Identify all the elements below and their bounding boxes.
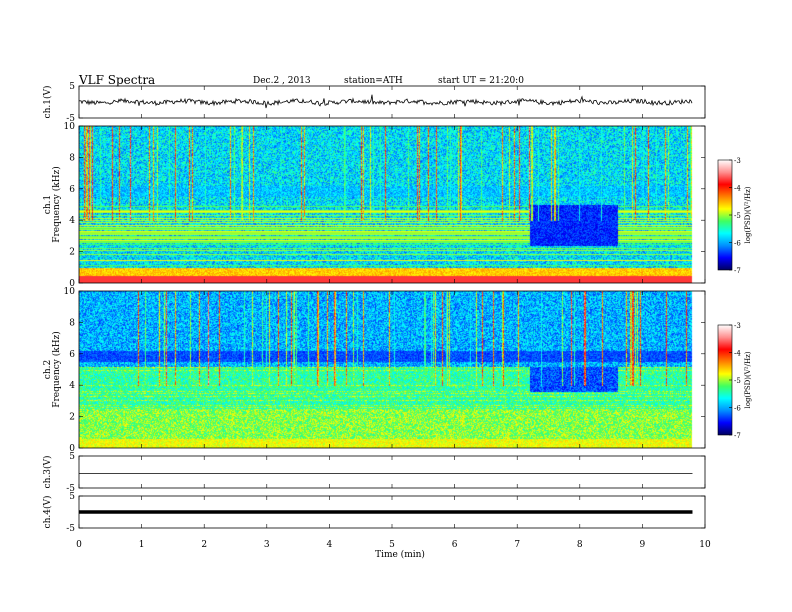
xtick-label: 10: [699, 540, 711, 550]
station-label: station=ATH: [344, 76, 403, 86]
ytick-label: 5: [69, 452, 75, 462]
colorbar-tick-label: -4: [734, 185, 741, 193]
ytick-label: 2: [69, 248, 75, 258]
xtick-label: 9: [640, 540, 646, 550]
ytick-label: 4: [69, 216, 75, 226]
colorbar-tick-label: -6: [734, 240, 741, 248]
colorbar-tick-label: -7: [734, 267, 741, 275]
ch1-waveform: [78, 94, 693, 109]
panel-ylabel-4: ch.3(V): [42, 456, 53, 489]
xtick-label: 0: [76, 540, 82, 550]
panel-ylabel-2: ch.1: [43, 195, 53, 214]
ytick-label: 0: [69, 279, 75, 289]
ytick-label: 8: [69, 318, 75, 328]
xtick-label: 4: [327, 540, 333, 550]
colorbar-tick-label: -7: [734, 432, 741, 440]
panel-ylabel-5: ch.4(V): [42, 496, 53, 529]
ytick-label: 5: [69, 82, 75, 92]
colorbar-tick-label: -6: [734, 405, 741, 413]
ytick-label: 6: [69, 350, 75, 360]
xtick-label: 6: [452, 540, 458, 550]
x-axis-label: Time (min): [375, 549, 425, 560]
xtick-label: 1: [139, 540, 145, 550]
ytick-label: 4: [69, 381, 75, 391]
ch1-spectrogram: [79, 126, 705, 283]
ytick-label: 10: [64, 287, 76, 297]
ytick-label: 2: [69, 413, 75, 423]
colorbar-tick-label: -5: [734, 377, 741, 385]
xtick-label: 3: [264, 540, 270, 550]
panel-ylabel-1: ch.1(V): [42, 86, 53, 119]
panel-ylabel-3: ch.2: [43, 360, 53, 379]
colorbar-tick-label: -3: [734, 157, 741, 165]
ytick-label: -5: [66, 524, 75, 534]
ch2-spectrogram: [79, 291, 705, 448]
xtick-label: 8: [577, 540, 583, 550]
colorbar-label: log(PSD)(V²/Hz): [744, 186, 752, 243]
panel-ylabel2-3: Frequency (kHz): [51, 331, 62, 408]
ytick-label: -5: [66, 114, 75, 124]
start-time-label: start UT = 21:20:0: [438, 76, 524, 86]
xtick-label: 5: [389, 540, 395, 550]
ytick-label: 8: [69, 153, 75, 163]
panel-frame-4: [78, 455, 706, 489]
ytick-label: 10: [64, 122, 76, 132]
ytick-label: 5: [69, 492, 75, 502]
panel-ylabel2-2: Frequency (kHz): [51, 166, 62, 243]
colorbar-tick-label: -3: [734, 322, 741, 330]
colorbar-tick-label: -5: [734, 212, 741, 220]
colorbar-tick-label: -4: [734, 350, 741, 358]
figure-title: VLF Spectra: [78, 73, 155, 87]
ytick-label: 0: [69, 444, 75, 454]
xtick-label: 2: [201, 540, 207, 550]
ytick-label: -5: [66, 484, 75, 494]
ytick-label: 6: [69, 185, 75, 195]
date-label: Dec.2 , 2013: [253, 76, 311, 86]
xtick-label: 7: [514, 540, 520, 550]
colorbar-label: log(PSD)(V²/Hz): [744, 351, 752, 408]
